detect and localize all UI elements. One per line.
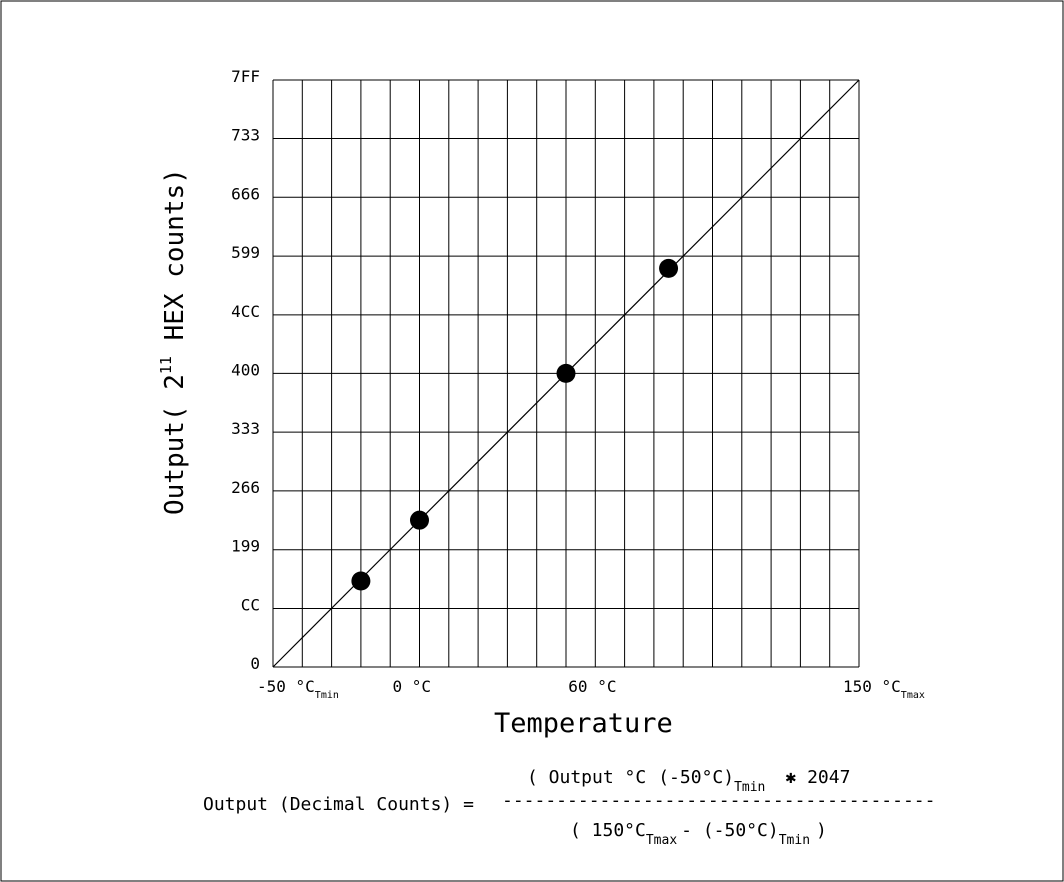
formula-lhs: Output (Decimal Counts) = <box>203 794 474 815</box>
x-tick-label: 0 °C <box>393 677 432 696</box>
y-tick-label: 7FF <box>231 67 260 86</box>
data-point <box>410 510 429 530</box>
x-tick-label: 150 °CTmax <box>843 677 925 701</box>
x-tick-labels: -50 °CTmin 0 °C 60 °C 150 °CTmax <box>257 677 925 701</box>
y-tick-label: 0 <box>250 654 260 673</box>
formula-denominator: ( 150°CTmax - (-50°C)Tmin) <box>570 820 827 848</box>
grid <box>272 79 860 668</box>
fraction-bar: ---------------------------------------- <box>502 790 935 811</box>
data-point <box>659 258 679 278</box>
data-points <box>351 258 679 591</box>
formula: Output (Decimal Counts) = ( Output °C (-5… <box>203 767 935 848</box>
y-tick-label: 266 <box>231 478 260 497</box>
data-point <box>556 363 576 383</box>
y-tick-label: 400 <box>231 360 260 379</box>
y-tick-label: 599 <box>231 243 260 262</box>
y-tick-label: 4CC <box>231 302 260 321</box>
x-axis-label: Temperature <box>494 708 673 739</box>
formula-numerator: ( Output °C (-50°C)Tmin ✱ 2047 <box>527 767 850 795</box>
y-tick-label: 733 <box>231 125 260 144</box>
data-point <box>351 571 371 591</box>
y-tick-label: 666 <box>231 184 260 203</box>
y-tick-labels: 0 CC 199 266 333 400 4CC 599 666 733 7FF <box>231 67 260 673</box>
y-axis-label: Output( 211 HEX counts) <box>157 168 190 515</box>
y-tick-label: 199 <box>231 537 260 556</box>
y-tick-label: 333 <box>231 419 260 438</box>
y-tick-label: CC <box>241 596 260 615</box>
x-tick-label: 60 °C <box>568 677 616 696</box>
x-tick-label: -50 °CTmin <box>257 677 339 701</box>
